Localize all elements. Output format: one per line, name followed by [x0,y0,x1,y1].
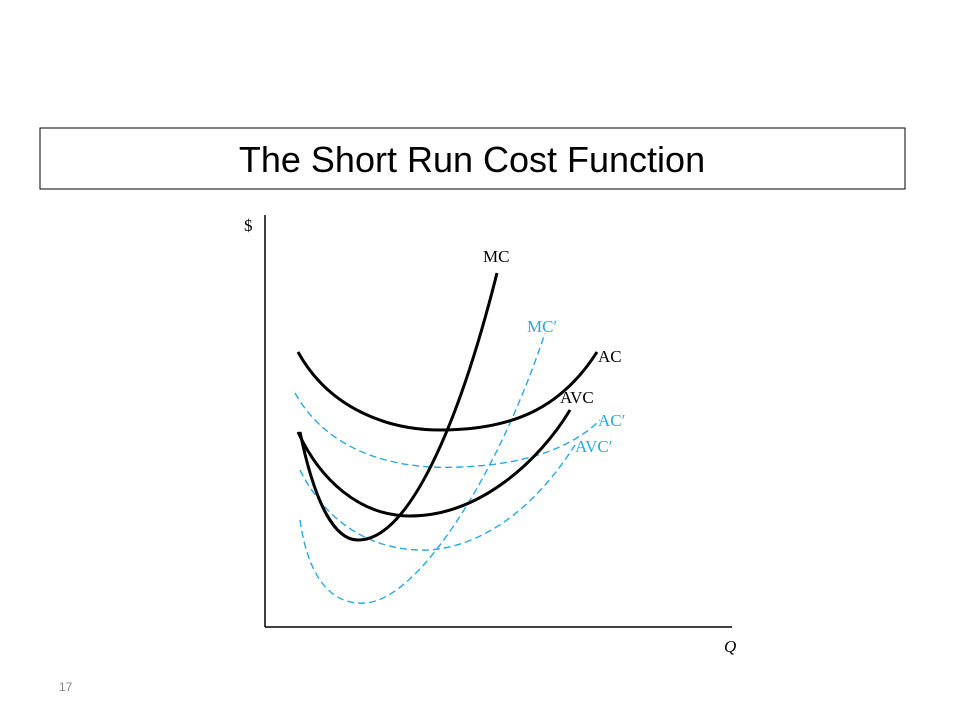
curve-label: AVC′ [575,437,612,456]
curve-label: MC [483,247,509,266]
curve-label: MC′ [527,317,557,336]
slide-title: The Short Run Cost Function [239,139,705,180]
x-axis-label: Q [724,637,736,656]
slide-number: 17 [59,680,73,694]
curve-label: AC′ [598,411,625,430]
curve-mc-prime [299,332,546,604]
curve-mc [298,272,499,542]
curve-ac [296,351,599,432]
curve-label: AVC [560,388,594,407]
curve-ac-prime [294,392,601,469]
curve-avc [296,409,572,518]
curve-label: AC [598,347,622,366]
y-axis-label: $ [244,216,253,235]
title-box [39,127,906,190]
curve-avc-prime [299,444,576,551]
